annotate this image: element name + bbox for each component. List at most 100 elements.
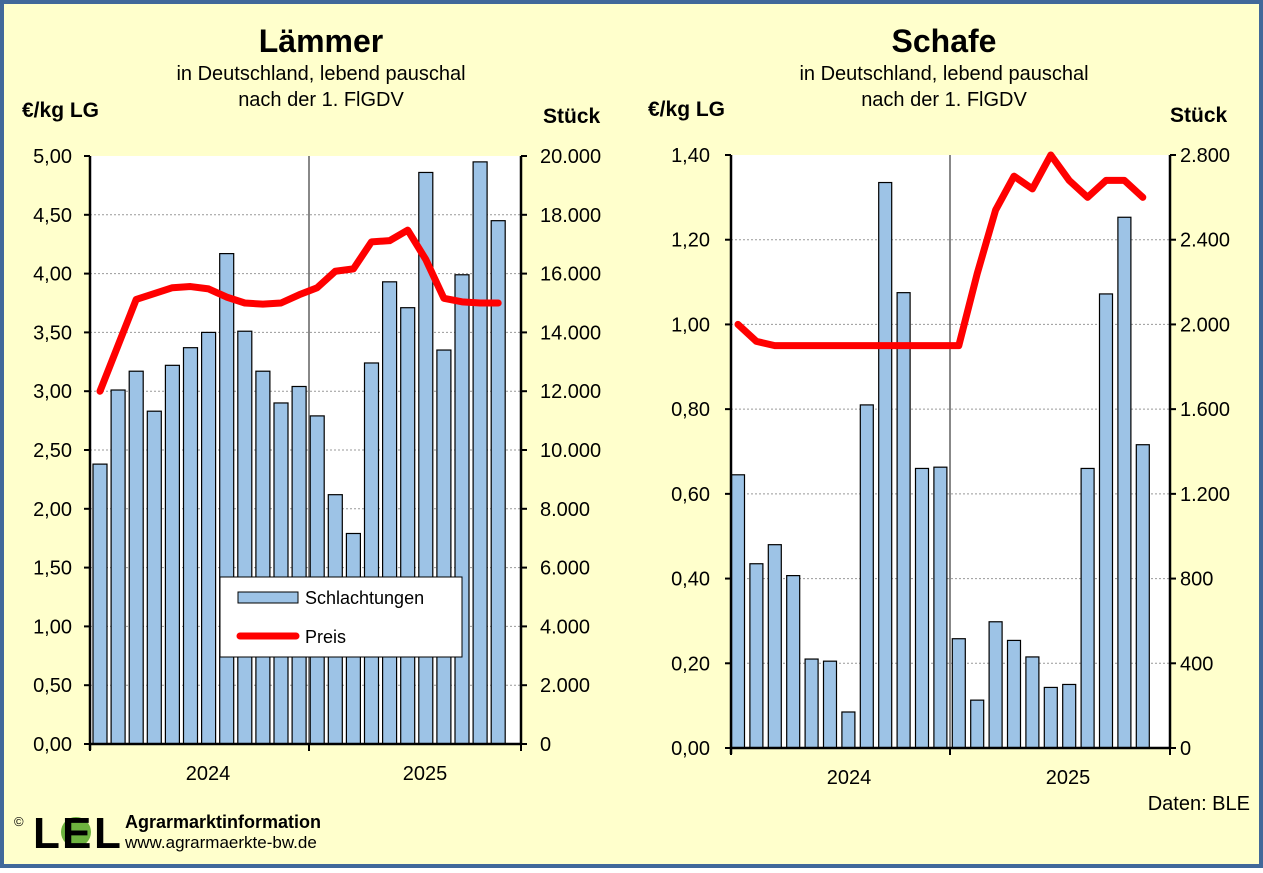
left-chart-right-tick-label: 16.000 (540, 264, 601, 286)
copyright-symbol: © (14, 814, 24, 829)
left-chart-right-tick-label: 6.000 (540, 558, 590, 580)
left-chart-left-axis-label: €/kg LG (22, 99, 99, 122)
left-chart-right-tick-label: 18.000 (540, 205, 601, 227)
right-chart-bar (1044, 687, 1057, 748)
left-chart-right-tick-label: 0 (540, 734, 551, 756)
org-name: Agrarmarktinformation (125, 812, 321, 832)
left-chart-left-tick-label: 3,00 (33, 381, 72, 403)
data-source: Daten: BLE (1148, 793, 1250, 815)
left-chart-bar (129, 371, 143, 744)
left-chart-left-tick-label: 0,50 (33, 675, 72, 697)
right-chart-bar (842, 712, 855, 748)
right-chart-bar (732, 475, 745, 748)
left-chart-year-label-2024: 2024 (186, 763, 231, 785)
right-chart-subtitle-2: nach der 1. FlGDV (861, 89, 1027, 111)
left-chart-left-tick-label: 2,00 (33, 499, 72, 521)
left-chart-bar (220, 254, 234, 744)
logo-letter-l-first: L (33, 809, 60, 858)
left-chart-right-axis-label: Stück (543, 105, 601, 128)
left-chart-left-tick-label: 3,50 (33, 322, 72, 344)
left-chart-bar (365, 363, 379, 744)
right-chart-left-axis-label: €/kg LG (648, 98, 725, 121)
right-chart-bar (1008, 640, 1021, 748)
left-chart-bar (473, 162, 487, 744)
right-chart-title: Schafe (892, 23, 997, 59)
right-chart-left-tick-label: 0,40 (671, 569, 710, 591)
left-chart-bar (147, 411, 161, 744)
right-chart-left-tick-label: 0,60 (671, 484, 710, 506)
left-chart-left-tick-label: 1,50 (33, 558, 72, 580)
right-chart-year-label-2025: 2025 (1046, 767, 1091, 789)
left-chart-bar (437, 350, 451, 744)
left-chart-right-tick-label: 10.000 (540, 440, 601, 462)
legend: Schlachtungen Preis (220, 577, 462, 657)
right-chart-bar (934, 467, 947, 748)
left-chart-bar (165, 365, 179, 744)
left-chart-left-tick-label: 1,00 (33, 616, 72, 638)
left-chart-subtitle-2: nach der 1. FlGDV (238, 89, 404, 111)
right-chart-bar (1081, 468, 1094, 748)
left-chart-bar (238, 331, 252, 744)
right-chart-bar (1136, 445, 1149, 748)
left-chart-right-tick-label: 2.000 (540, 675, 590, 697)
right-chart-left-tick-label: 0,80 (671, 399, 710, 421)
legend-label-preis: Preis (305, 627, 346, 647)
right-chart-plot: 0,00 0 0,20 400 0,40 800 0,60 1.200 0,80 1.600 1,0… (671, 145, 1230, 760)
right-chart-right-tick-label: 400 (1180, 653, 1213, 675)
right-chart-bar (971, 700, 984, 748)
left-chart-bar (292, 386, 306, 744)
left-chart-bar (111, 390, 125, 744)
left-chart-subtitle-1: in Deutschland, lebend pauschal (176, 63, 465, 85)
left-chart-right-tick-label: 4.000 (540, 616, 590, 638)
right-chart-right-tick-label: 2.400 (1180, 230, 1230, 252)
left-chart-year-label-2025: 2025 (403, 763, 448, 785)
right-chart-bar (787, 576, 800, 748)
right-chart-left-tick-label: 0,00 (671, 738, 710, 760)
left-chart-left-tick-label: 2,50 (33, 440, 72, 462)
right-chart-subtitle-1: in Deutschland, lebend pauschal (799, 63, 1088, 85)
left-chart-title: Lämmer (259, 23, 384, 59)
right-chart-year-label-2024: 2024 (827, 767, 872, 789)
right-chart-bar (750, 564, 763, 748)
right-chart-right-tick-label: 0 (1180, 738, 1191, 760)
left-chart-right-tick-label: 8.000 (540, 499, 590, 521)
right-chart-bar (879, 183, 892, 748)
left-chart-left-tick-label: 5,00 (33, 146, 72, 168)
right-chart-bar (1100, 294, 1113, 748)
left-chart-bar (93, 464, 107, 744)
left-chart-bar (256, 371, 270, 744)
right-chart-right-tick-label: 1.200 (1180, 484, 1230, 506)
right-chart-bar (916, 468, 929, 748)
left-chart-left-tick-label: 4,00 (33, 264, 72, 286)
right-chart-left-tick-label: 1,40 (671, 145, 710, 167)
right-chart-left-tick-label: 1,20 (671, 230, 710, 252)
left-chart-right-tick-label: 12.000 (540, 381, 601, 403)
left-chart-bar (491, 221, 505, 744)
right-chart-right-tick-label: 1.600 (1180, 399, 1230, 421)
right-chart-bar (1063, 684, 1076, 748)
right-chart-bar (805, 659, 818, 748)
org-url: www.agrarmaerkte-bw.de (124, 833, 317, 852)
right-chart-bar (824, 661, 837, 748)
right-chart-right-tick-label: 2.000 (1180, 314, 1230, 336)
right-chart-bar (1026, 657, 1039, 748)
left-chart-bar (274, 403, 288, 744)
right-chart-left-tick-label: 0,20 (671, 653, 710, 675)
left-chart-bar (455, 275, 469, 744)
left-chart-bar (383, 282, 397, 744)
right-chart-right-axis-label: Stück (1170, 104, 1228, 127)
left-chart-right-tick-label: 20.000 (540, 146, 601, 168)
right-chart-left-tick-label: 1,00 (671, 314, 710, 336)
left-chart-left-tick-label: 4,50 (33, 205, 72, 227)
logo-letter-l-second: L (94, 809, 121, 858)
right-chart-bar (768, 545, 781, 748)
right-chart-bar (952, 639, 965, 748)
legend-label-schlachtungen: Schlachtungen (305, 588, 424, 608)
right-chart-bar (897, 293, 910, 748)
legend-bar-swatch (238, 592, 298, 603)
right-chart-right-tick-label: 800 (1180, 569, 1213, 591)
logo-letter-e: E (62, 809, 91, 858)
